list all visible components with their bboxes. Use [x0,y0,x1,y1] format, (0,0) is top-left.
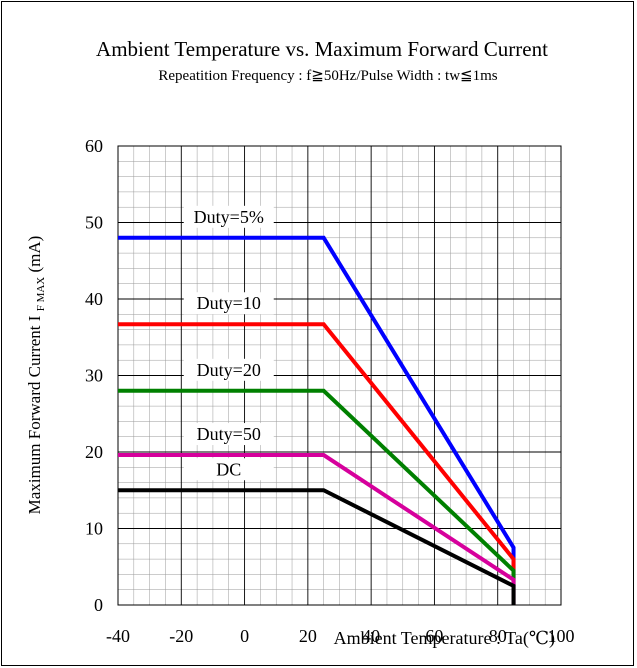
y-tick-label: 20 [85,442,103,462]
y-tick-label: 0 [94,595,103,615]
series-label: DC [216,459,241,479]
x-tick-label: 60 [425,626,443,646]
x-tick-label: -40 [106,626,130,646]
series-line-3 [118,453,516,605]
y-axis-label-subscript: F MAX [35,277,47,312]
series-layer [118,235,516,605]
series-label: Duty=10 [197,293,261,313]
y-tick-label: 10 [85,519,103,539]
series-label: Duty=50 [197,424,261,444]
x-tick-label: 0 [240,626,249,646]
x-tick-label: -20 [169,626,193,646]
series-labels: Duty=5% Duty=10 Duty=20 Duty=50 DC [183,205,274,481]
plot-area [117,145,562,606]
y-axis-label: Maximum Forward Current I F MAX (mA) [25,236,48,515]
x-axis-label: Ambient Temperature : Ta(℃) [334,628,555,649]
y-tick-label: 60 [85,136,103,156]
y-axis-label-unit: (mA) [25,236,44,273]
series-line-1 [118,322,516,605]
series-label-bg [183,205,274,228]
chart-title: Ambient Temperature vs. Maximum Forward … [96,37,548,61]
series-label: Duty=5% [194,207,264,227]
x-tick-label: 80 [489,626,507,646]
y-axis-label-main: Maximum Forward Current I [25,315,44,514]
chart-subtitle: Repeatition Frequency : f≧50Hz/Pulse Wid… [158,68,497,84]
series-label-bg [183,358,274,381]
series-line-4 [118,488,516,605]
y-tick-label: 40 [85,289,103,309]
y-tick-label: 30 [85,366,103,386]
x-tick-label: 40 [362,626,380,646]
series-label-bg [183,458,274,481]
tick-labels: -40 -20 0 20 40 60 80 100 0 10 20 30 40 50 60 [85,136,575,646]
x-tick-label: 100 [548,626,575,646]
series-label: Duty=20 [197,360,261,380]
x-tick-label: 20 [299,626,317,646]
y-tick-label: 50 [85,213,103,233]
series-label-bg [183,423,274,446]
series-label-bg [183,292,274,315]
